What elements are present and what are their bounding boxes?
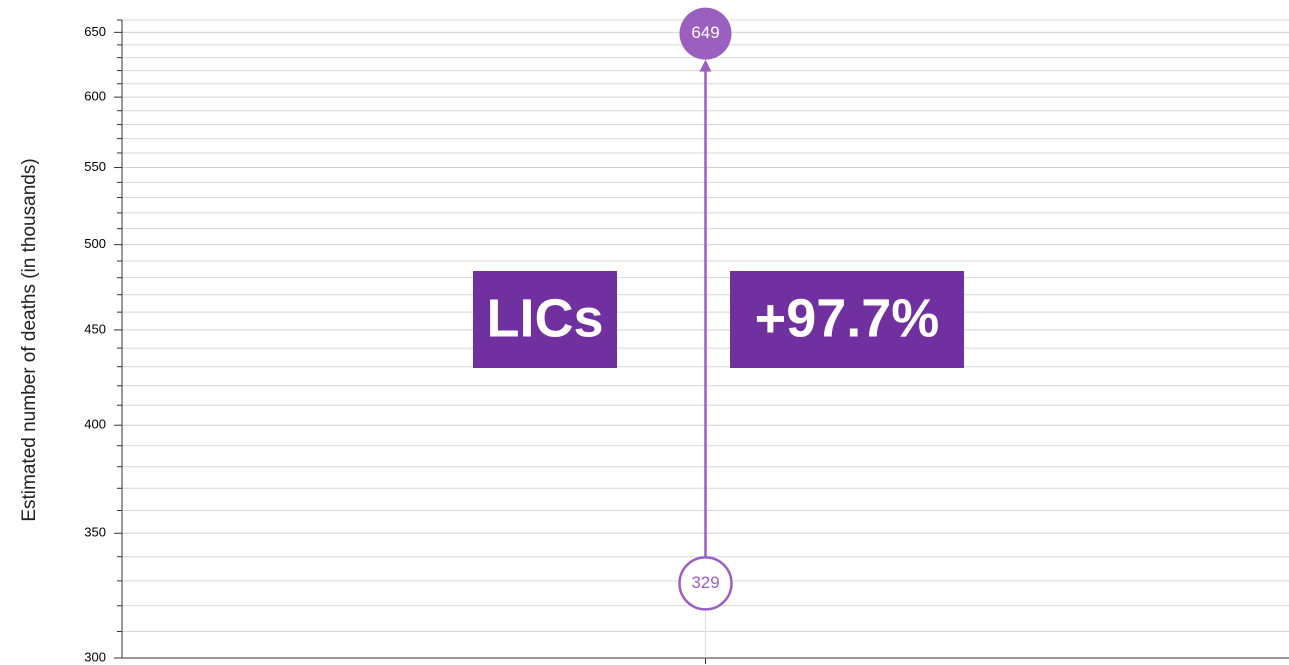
y-tick-label: 300 [84,649,106,664]
annotation: +97.7% [755,288,940,348]
annotation-box [473,271,617,368]
annotation: LICs [486,288,603,348]
annotation-box [730,271,964,368]
y-tick-label: 350 [84,525,106,540]
y-tick-label: 500 [84,236,106,251]
y-tick-label: 450 [84,321,106,336]
y-axis-label: Estimated number of deaths (in thousands… [19,158,40,521]
start-label: 329 [691,573,719,592]
y-tick-label: 400 [84,417,106,432]
start-point [678,556,733,611]
y-tick-label: 550 [84,159,106,174]
end-label: 649 [691,23,719,42]
y-tick-label: 650 [84,24,106,39]
y-tick-label: 600 [84,89,106,104]
end-point [679,7,732,60]
arrow-head [699,59,712,72]
